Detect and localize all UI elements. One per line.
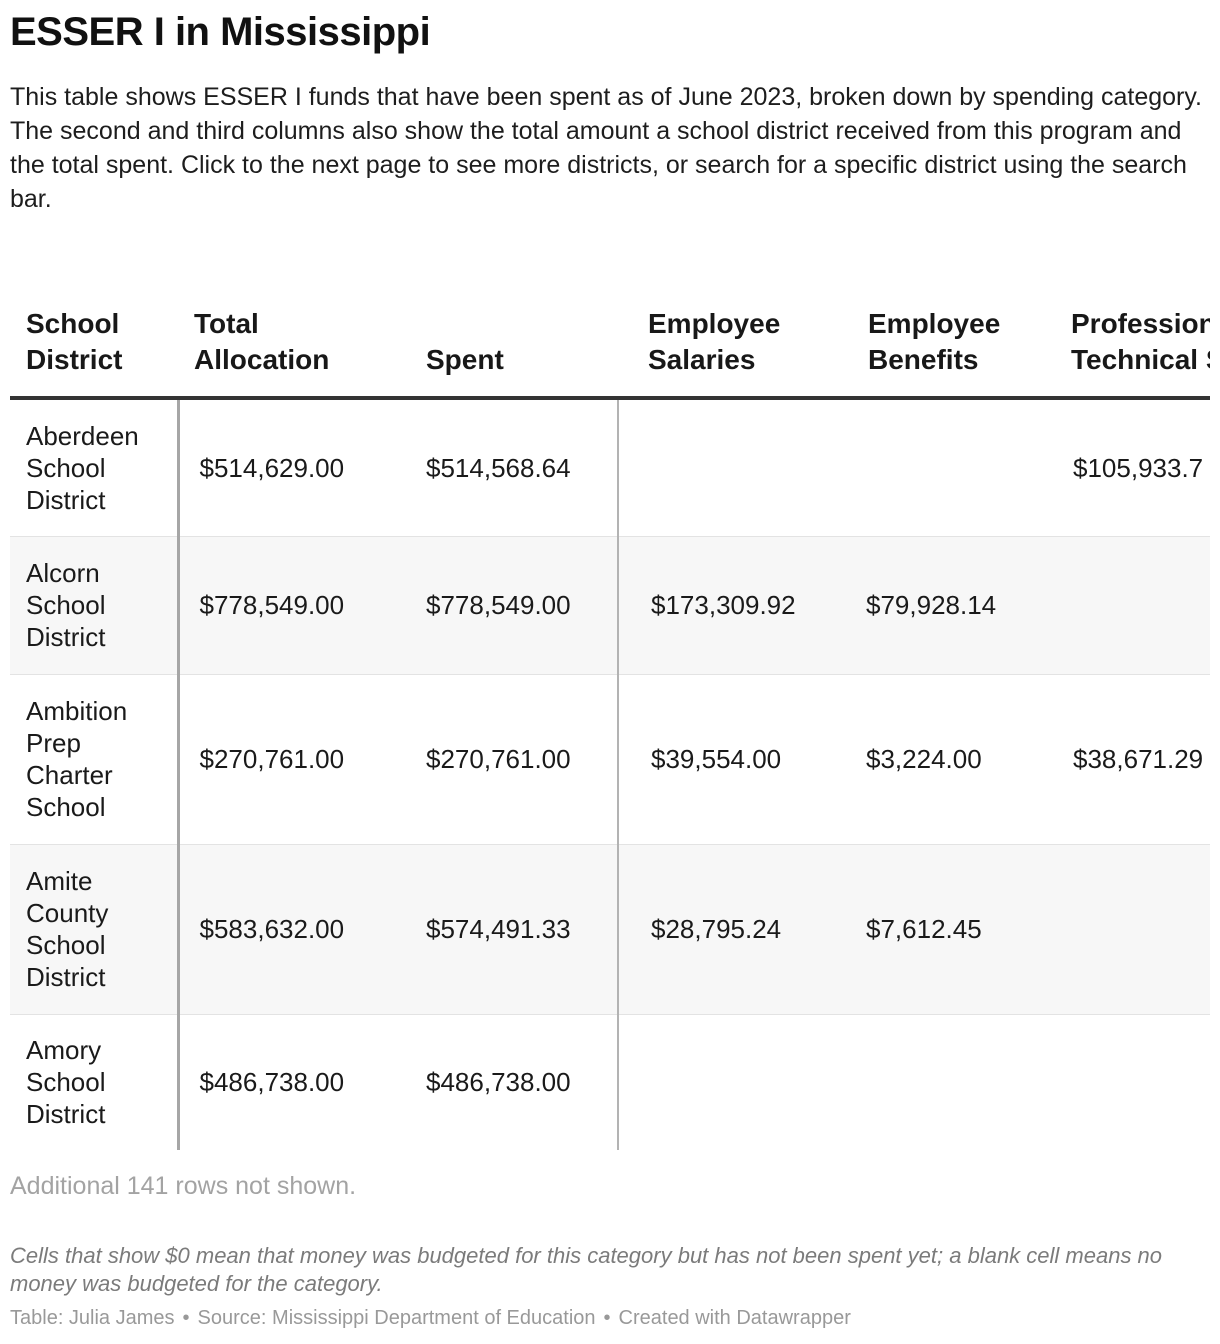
table-body: Aberdeen School District $514,629.00 $51… [10,398,1210,1150]
byline: Table: Julia James • Source: Mississippi D… [10,1307,851,1330]
chart-title: ESSER I in Mississippi [10,10,431,54]
cell-employee-salaries [618,1014,836,1150]
cell-employee-salaries: $173,309.92 [618,536,836,675]
header-row: School District Total Allocation Spent E… [10,268,1210,400]
cell-school-district: Ambition Prep Charter School [10,674,180,845]
cell-spent: $514,568.64 [396,398,619,537]
data-table: School District Total Allocation Spent E… [10,268,1210,1150]
chart-description: This table shows ESSER I funds that have… [10,83,1202,213]
table-row: Amite County School District $583,632.00… [10,844,1210,1015]
column-header-professional-technical-services[interactable]: Professional & Technical Services [1039,268,1210,400]
cell-school-district: Alcorn School District [10,536,180,675]
cell-total-allocation: $486,738.00 [199,1067,345,1098]
byline-source: Source: Mississippi Department of Educat… [197,1307,596,1329]
cell-professional-technical-services [1039,1014,1210,1150]
cell-total-allocation: $583,632.00 [178,844,396,1015]
cell-professional-technical-services [1039,536,1210,675]
cell-total-allocation: $514,629.00 [178,398,396,537]
cell-professional-technical-services [1039,844,1210,1015]
table-row: Ambition Prep Charter School $270,761.00… [10,674,1210,845]
table-header: School District Total Allocation Spent E… [10,268,1210,400]
table-row: Amory School District $486,738.00 $486,7… [10,1014,1210,1150]
cell-professional-technical-services: $38,671.29 [1039,674,1210,845]
cell-total-allocation: $270,761.00 [178,674,396,845]
byline-separator: • [182,1307,190,1329]
cell-spent: $270,761.00 [396,674,619,845]
cell-employee-benefits [836,398,1039,537]
cell-spent: $486,738.00 [396,1014,619,1150]
cell-employee-benefits: $7,612.45 [836,844,1039,1015]
cell-school-district: Amory School District [10,1014,180,1150]
cell-total-allocation: $778,549.00 [178,536,396,675]
cell-employee-salaries: $28,795.24 [618,844,836,1015]
cell-spent: $778,549.00 [396,536,619,675]
cell-employee-benefits: $3,224.00 [836,674,1039,845]
byline-separator: • [603,1307,611,1329]
cell-employee-salaries: $39,554.00 [618,674,836,845]
cell-school-district: Amite County School District [10,844,180,1015]
column-header-total-allocation[interactable]: Total Allocation [178,268,396,400]
additional-rows-note: Additional 141 rows not shown. [10,1172,357,1200]
cell-spent: $574,491.33 [396,844,619,1015]
data-table-container[interactable]: School District Total Allocation Spent E… [10,268,1210,1152]
cell-employee-benefits: $79,928.14 [836,536,1039,675]
cell-employee-salaries [618,398,836,537]
table-row: Aberdeen School District $514,629.00 $51… [10,398,1210,537]
byline-tool[interactable]: Created with Datawrapper [618,1307,851,1329]
byline-author: Table: Julia James [10,1307,175,1329]
cell-school-district: Aberdeen School District [10,398,180,537]
table-notes: Cells that show $0 mean that money was b… [10,1243,1163,1296]
cell-employee-benefits [836,1014,1039,1150]
table-row: Alcorn School District $778,549.00 $778,… [10,536,1210,675]
cell-professional-technical-services: $105,933.7 [1039,398,1210,537]
column-header-employee-salaries[interactable]: Employee Salaries [618,268,836,400]
column-header-employee-benefits[interactable]: Employee Benefits [836,268,1039,400]
column-header-school-district[interactable]: School District [10,268,178,400]
column-header-spent[interactable]: Spent [396,268,618,400]
